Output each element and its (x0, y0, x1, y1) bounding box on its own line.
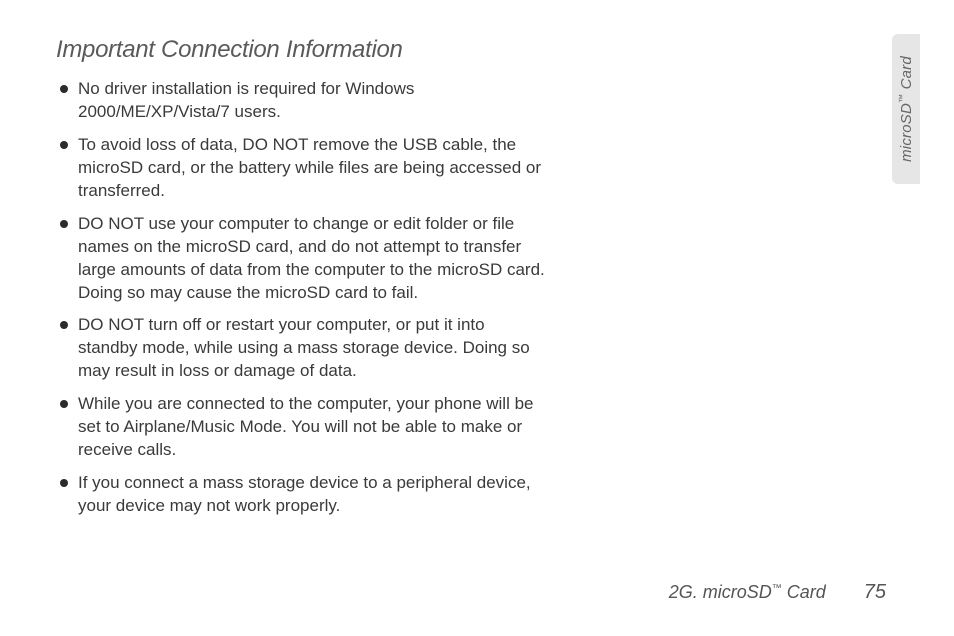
bullet-list: No driver installation is required for W… (56, 78, 546, 518)
trademark-symbol: ™ (897, 94, 907, 103)
list-item: No driver installation is required for W… (56, 78, 546, 124)
side-tab-suffix: Card (898, 56, 915, 94)
list-item: If you connect a mass storage device to … (56, 472, 546, 518)
list-item: DO NOT use your computer to change or ed… (56, 213, 546, 305)
side-tab-prefix: microSD (898, 103, 915, 162)
list-item: To avoid loss of data, DO NOT remove the… (56, 134, 546, 203)
trademark-symbol: ™ (772, 583, 782, 594)
footer-section-prefix: 2G. microSD (669, 582, 772, 602)
page-footer: 2G. microSD™ Card 75 (669, 581, 886, 604)
side-tab-label: microSD™ Card (897, 56, 915, 162)
list-item: While you are connected to the computer,… (56, 393, 546, 462)
list-item: DO NOT turn off or restart your computer… (56, 314, 546, 383)
main-content: Important Connection Information No driv… (56, 36, 546, 528)
page-heading: Important Connection Information (56, 36, 546, 64)
document-page: Important Connection Information No driv… (0, 0, 954, 636)
footer-section-suffix: Card (782, 582, 826, 602)
side-tab: microSD™ Card (892, 34, 920, 184)
page-number: 75 (864, 581, 886, 604)
footer-section-label: 2G. microSD™ Card (669, 582, 826, 603)
